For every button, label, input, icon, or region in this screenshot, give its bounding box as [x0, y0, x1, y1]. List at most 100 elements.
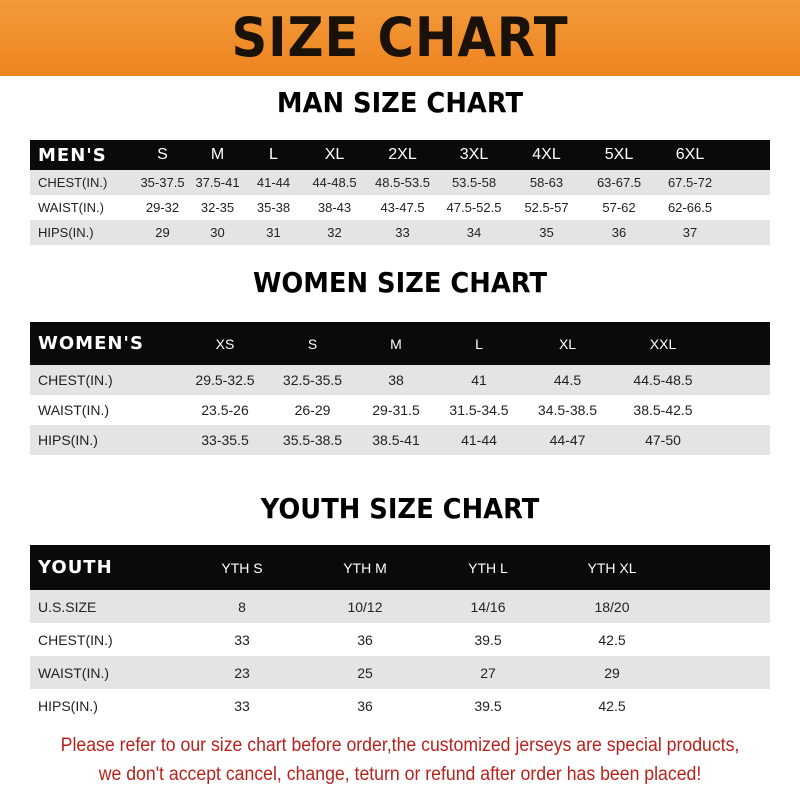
- table-cell: YTH M: [343, 559, 387, 576]
- table-cell: 34: [466, 225, 482, 240]
- table-cell: 32-35: [200, 200, 235, 215]
- table-cell: L: [269, 146, 278, 163]
- table-header-row: MEN'S S M L XL 2XL 3XL 4XL 5XL 6XL: [30, 140, 770, 170]
- table-cell: 44-48.5: [312, 175, 357, 190]
- table-cell: 29: [155, 225, 170, 240]
- table-cell: 37: [682, 225, 698, 240]
- table-cell: 4XL: [532, 146, 561, 163]
- table-cell: 43-47.5: [380, 200, 425, 215]
- table-cell: 29.5-32.5: [195, 372, 255, 388]
- table-row: WAIST(IN.) 29-32 32-35 35-38 38-43 43-47.5 47.…: [30, 195, 770, 220]
- table-cell: 38-43: [317, 200, 352, 215]
- table-cell: 39.5: [474, 697, 502, 714]
- table-cell: 36: [357, 697, 373, 714]
- table-row: U.S.SIZE 8 10/12 14/16 18/20: [30, 590, 770, 623]
- table-cell: 42.5: [598, 697, 626, 714]
- table-row: CHEST(IN.) 35-37.5 37.5-41 41-44 44-48.5 48.5…: [30, 170, 770, 195]
- row-label: U.S.SIZE: [38, 598, 97, 615]
- table-row: CHEST(IN.) 33 36 39.5 42.5: [30, 623, 770, 656]
- table-cell: XS: [215, 335, 235, 352]
- table-cell: M: [390, 335, 402, 352]
- table-cell: YTH XL: [587, 559, 637, 576]
- table-cell: 35.5-38.5: [282, 432, 343, 448]
- men-size-table: MEN'S S M L XL 2XL 3XL 4XL 5XL 6XL CHEST(IN.) 35-37…: [30, 140, 770, 245]
- table-cell: 8: [238, 598, 246, 615]
- table-cell: 10/12: [347, 598, 383, 615]
- table-cell: 29-31.5: [372, 402, 420, 418]
- table-cell: 37.5-41: [195, 175, 240, 190]
- table-cell: 35-38: [256, 200, 291, 215]
- table-cell: S: [307, 335, 318, 352]
- table-cell: 33-35.5: [201, 432, 249, 448]
- table-cell: 39.5: [474, 631, 502, 648]
- table-cell: 35-37.5: [140, 175, 185, 190]
- notice-line-1: Please refer to our size chart before or…: [60, 735, 740, 756]
- table-row: CHEST(IN.) 29.5-32.5 32.5-35.5 38 41 44.5 44.5…: [30, 365, 770, 395]
- table-cell: 2XL: [388, 146, 417, 163]
- women-section-title: WOMEN SIZE CHART: [252, 266, 548, 299]
- row-label: WAIST(IN.): [38, 402, 110, 418]
- table-cell: 41: [471, 372, 487, 388]
- table-cell: 32.5-35.5: [282, 372, 343, 388]
- table-cell: L: [475, 335, 483, 352]
- table-cell: 38.5-41: [372, 432, 420, 448]
- table-cell: 62-66.5: [667, 200, 713, 215]
- row-label: WOMEN'S: [38, 333, 144, 354]
- table-cell: 23.5-26: [201, 402, 249, 418]
- table-cell: 44.5-48.5: [633, 372, 693, 388]
- table-cell: 14/16: [470, 598, 506, 615]
- table-cell: 6XL: [675, 146, 705, 163]
- row-label: CHEST(IN.): [38, 175, 108, 190]
- table-cell: S: [157, 146, 168, 163]
- table-cell: 35: [539, 225, 554, 240]
- table-cell: 18/20: [594, 598, 630, 615]
- row-label: HIPS(IN.): [38, 432, 98, 448]
- table-cell: 36: [357, 631, 373, 648]
- table-cell: 33: [395, 225, 410, 240]
- row-label: WAIST(IN.): [38, 200, 104, 215]
- table-cell: 5XL: [604, 146, 634, 163]
- table-cell: 58-63: [529, 175, 564, 190]
- row-label: HIPS(IN.): [38, 697, 98, 714]
- table-cell: 26-29: [294, 402, 331, 418]
- table-cell: 48.5-53.5: [375, 175, 430, 190]
- banner-title: SIZE CHART: [231, 6, 569, 69]
- table-cell: 44.5: [553, 372, 582, 388]
- table-row: WAIST(IN.) 23 25 27 29: [30, 656, 770, 689]
- women-size-table: WOMEN'S XS S M L XL XXL CHEST(IN.) 29.5-32.5 32.5…: [30, 322, 770, 455]
- table-cell: 41-44: [461, 432, 497, 448]
- table-cell: 23: [234, 664, 250, 681]
- table-header-row: WOMEN'S XS S M L XL XXL: [30, 322, 770, 365]
- table-row: HIPS(IN.) 33-35.5 35.5-38.5 38.5-41 41-44 44-…: [30, 425, 770, 455]
- men-section-title: MAN SIZE CHART: [276, 86, 524, 119]
- table-header-row: YOUTH YTH S YTH M YTH L YTH XL: [30, 545, 770, 590]
- table-cell: 25: [357, 664, 373, 681]
- table-cell: 47-50: [645, 432, 681, 448]
- table-cell: 29: [604, 664, 620, 681]
- table-cell: 34.5-38.5: [537, 402, 598, 418]
- table-cell: 38: [388, 372, 404, 388]
- table-cell: XL: [558, 335, 577, 352]
- table-cell: 27: [480, 664, 496, 681]
- table-cell: 57-62: [602, 200, 636, 215]
- table-cell: 32: [327, 225, 342, 240]
- table-row: WAIST(IN.) 23.5-26 26-29 29-31.5 31.5-34.5 34…: [30, 395, 770, 425]
- table-row: HIPS(IN.) 29 30 31 32 33 34 35 36 37: [30, 220, 770, 245]
- table-cell: M: [210, 146, 225, 163]
- row-label: MEN'S: [38, 144, 107, 166]
- table-cell: 31: [266, 225, 281, 240]
- youth-section-title: YOUTH SIZE CHART: [260, 492, 540, 525]
- table-cell: XL: [324, 146, 345, 163]
- table-cell: XXL: [649, 335, 677, 352]
- table-row: HIPS(IN.) 33 36 39.5 42.5: [30, 689, 770, 722]
- table-cell: 52.5-57: [524, 200, 569, 215]
- row-label: WAIST(IN.): [38, 664, 110, 681]
- table-cell: YTH S: [221, 559, 263, 576]
- table-cell: 53.5-58: [451, 175, 497, 190]
- table-cell: 31.5-34.5: [449, 402, 509, 418]
- title-banner: SIZE CHART: [0, 0, 800, 76]
- table-cell: 30: [210, 225, 225, 240]
- table-cell: 33: [234, 631, 250, 648]
- table-cell: 63-67.5: [596, 175, 642, 190]
